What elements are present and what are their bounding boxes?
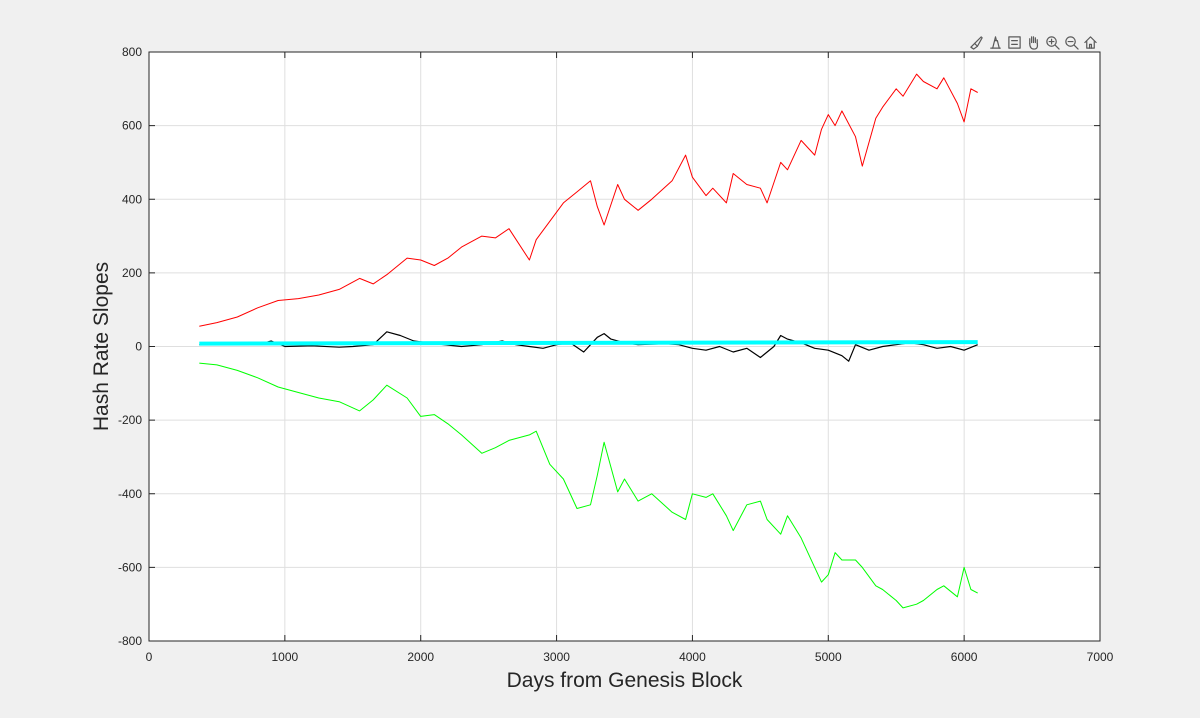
series-line-4	[199, 340, 978, 346]
x-tick-label: 3000	[543, 650, 570, 664]
pan-hand-icon[interactable]	[1025, 34, 1042, 51]
y-tick-label: 200	[122, 266, 142, 280]
series-line-1	[199, 73, 978, 327]
y-tick-label: -200	[118, 413, 142, 427]
zoom-in-icon[interactable]	[1044, 34, 1061, 51]
y-tick-label: 0	[135, 340, 142, 354]
x-tick-label: 6000	[951, 650, 978, 664]
y-tick-label: -600	[118, 560, 142, 574]
data-tips-icon[interactable]	[987, 34, 1004, 51]
x-axis-label: Days from Genesis Block	[507, 669, 743, 692]
y-axis-label: Hash Rate Slopes	[90, 262, 113, 431]
y-tick-label: 800	[122, 45, 142, 59]
brush-icon[interactable]	[968, 34, 985, 51]
tick-group: 0 1000 2000 3000 4000 5000 6000 7000-800-600-40…	[118, 45, 1114, 664]
zoom-out-icon[interactable]	[1063, 34, 1080, 51]
y-tick-label: -800	[118, 634, 142, 648]
series-line-2	[199, 362, 978, 609]
series-group	[199, 73, 978, 609]
x-tick-label: 7000	[1087, 650, 1114, 664]
axes-toolbar	[968, 32, 1099, 52]
x-tick-label: 4000	[679, 650, 706, 664]
x-tick-label: 5000	[815, 650, 842, 664]
legend-icon[interactable]	[1006, 34, 1023, 51]
y-tick-label: -400	[118, 487, 142, 501]
x-tick-label: 1000	[272, 650, 299, 664]
home-icon[interactable]	[1082, 34, 1099, 51]
y-tick-label: 400	[122, 192, 142, 206]
x-tick-label: 0	[146, 650, 153, 664]
grid-lines	[149, 52, 1100, 641]
x-tick-label: 2000	[407, 650, 434, 664]
y-tick-label: 600	[122, 119, 142, 133]
